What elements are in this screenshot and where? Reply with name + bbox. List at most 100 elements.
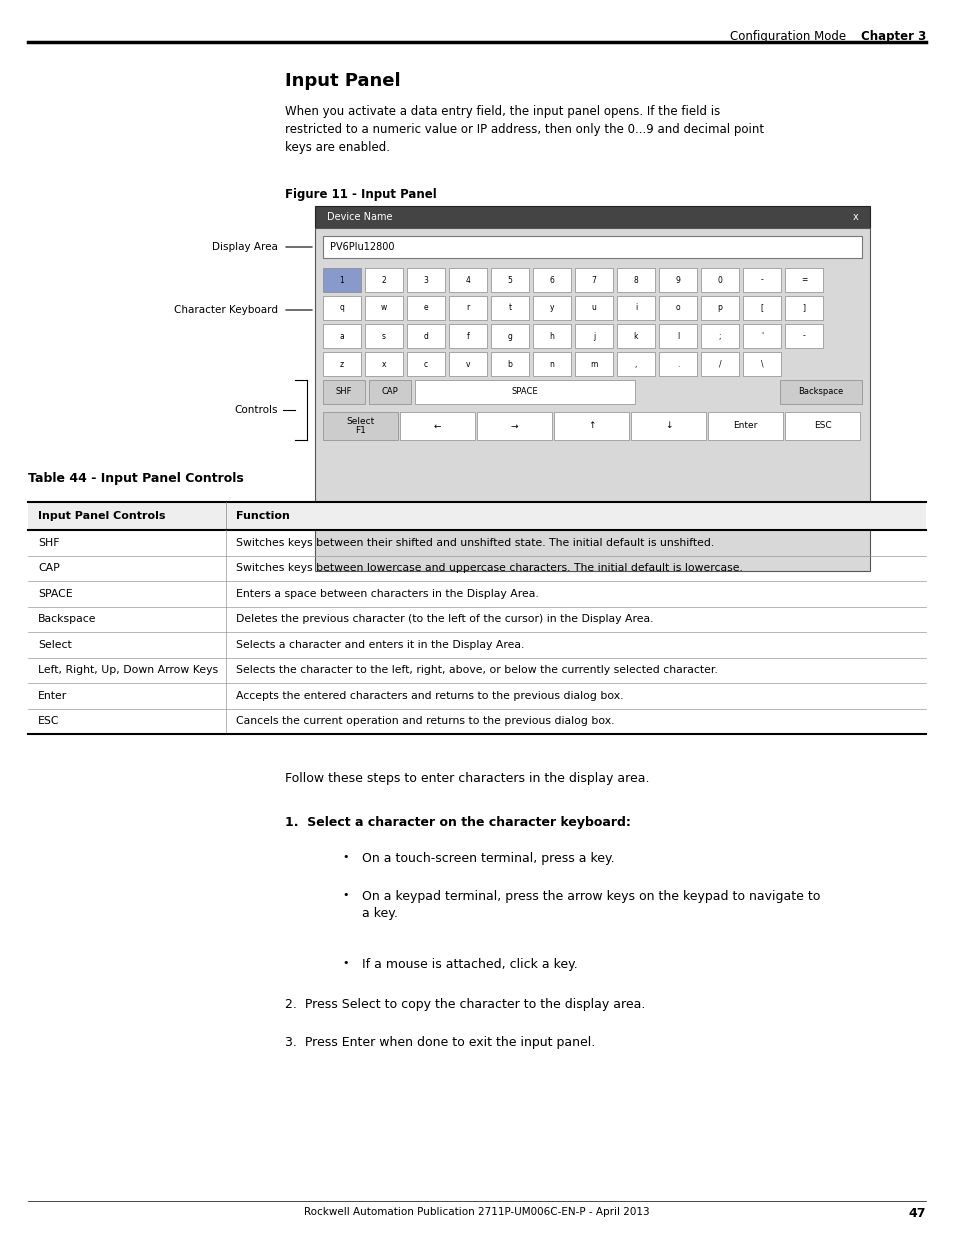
Text: 2.  Press Select to copy the character to the display area.: 2. Press Select to copy the character to… — [285, 998, 644, 1011]
Text: ↓: ↓ — [664, 421, 672, 431]
Text: 8: 8 — [633, 275, 638, 284]
Bar — [314, 206, 869, 228]
Text: h: h — [549, 331, 554, 341]
Text: •: • — [341, 958, 348, 968]
Text: On a keypad terminal, press the arrow keys on the keypad to navigate to
a key.: On a keypad terminal, press the arrow ke… — [361, 890, 820, 920]
Bar — [491, 352, 529, 375]
Text: ESC: ESC — [38, 716, 59, 726]
Bar — [323, 380, 365, 404]
Text: Selects a character and enters it in the Display Area.: Selects a character and enters it in the… — [235, 640, 524, 650]
Text: t: t — [508, 304, 511, 312]
Text: Follow these steps to enter characters in the display area.: Follow these steps to enter characters i… — [285, 772, 649, 785]
Bar — [784, 268, 822, 291]
Text: 5: 5 — [507, 275, 512, 284]
Bar — [617, 324, 655, 348]
Text: o: o — [675, 304, 679, 312]
Text: r: r — [466, 304, 469, 312]
Text: Input Panel: Input Panel — [285, 72, 400, 90]
Text: 4: 4 — [465, 275, 470, 284]
Text: e: e — [423, 304, 428, 312]
Bar — [323, 268, 360, 291]
Text: →: → — [510, 421, 517, 431]
Text: i: i — [634, 304, 637, 312]
Bar — [700, 268, 739, 291]
Text: ←: ← — [434, 421, 441, 431]
Text: ': ' — [760, 331, 762, 341]
Text: Backspace: Backspace — [38, 614, 96, 624]
Text: ]: ] — [801, 304, 804, 312]
Text: n: n — [549, 359, 554, 368]
Bar — [365, 352, 402, 375]
Text: 2: 2 — [381, 275, 386, 284]
Bar — [399, 412, 475, 440]
Text: m: m — [590, 359, 598, 368]
Bar — [449, 296, 486, 320]
Text: Device Name: Device Name — [327, 212, 392, 222]
Text: Select
F1: Select F1 — [346, 416, 375, 436]
Bar — [575, 324, 613, 348]
Text: Input Panel Controls: Input Panel Controls — [38, 511, 165, 521]
Text: Switches keys between lowercase and uppercase characters. The initial default is: Switches keys between lowercase and uppe… — [235, 563, 742, 573]
Text: x: x — [381, 359, 386, 368]
Bar — [407, 324, 444, 348]
Text: s: s — [381, 331, 386, 341]
Text: PV6Plu12800: PV6Plu12800 — [330, 242, 395, 252]
Bar — [491, 268, 529, 291]
Bar — [323, 236, 862, 258]
Text: 1: 1 — [339, 275, 344, 284]
Bar — [476, 412, 552, 440]
Text: Display Area: Display Area — [212, 242, 277, 252]
Bar — [369, 380, 411, 404]
Bar — [617, 268, 655, 291]
Text: Accepts the entered characters and returns to the previous dialog box.: Accepts the entered characters and retur… — [235, 690, 623, 700]
Text: ESC: ESC — [813, 421, 830, 431]
Text: 47: 47 — [907, 1207, 925, 1220]
Text: /: / — [718, 359, 720, 368]
Text: Switches keys between their shifted and unshifted state. The initial default is : Switches keys between their shifted and … — [235, 537, 714, 548]
Text: 6: 6 — [549, 275, 554, 284]
Bar — [407, 352, 444, 375]
Bar — [784, 296, 822, 320]
Bar — [659, 352, 697, 375]
Text: SHF: SHF — [335, 388, 352, 396]
Text: q: q — [339, 304, 344, 312]
Text: Enter: Enter — [733, 421, 757, 431]
Text: 7: 7 — [591, 275, 596, 284]
Text: •: • — [341, 852, 348, 862]
Text: =: = — [800, 275, 806, 284]
Text: Deletes the previous character (to the left of the cursor) in the Display Area.: Deletes the previous character (to the l… — [235, 614, 653, 624]
Text: j: j — [592, 331, 595, 341]
Bar — [700, 324, 739, 348]
Bar — [700, 352, 739, 375]
Bar — [491, 324, 529, 348]
Text: Character Keyboard: Character Keyboard — [173, 305, 277, 315]
Bar — [575, 296, 613, 320]
Bar — [407, 296, 444, 320]
Text: If a mouse is attached, click a key.: If a mouse is attached, click a key. — [361, 958, 578, 971]
Text: Function: Function — [235, 511, 290, 521]
Text: 3: 3 — [423, 275, 428, 284]
Text: b: b — [507, 359, 512, 368]
Bar — [742, 352, 781, 375]
Text: Enter: Enter — [38, 690, 67, 700]
Bar — [659, 324, 697, 348]
Text: v: v — [465, 359, 470, 368]
Text: [: [ — [760, 304, 762, 312]
Text: Left, Right, Up, Down Arrow Keys: Left, Right, Up, Down Arrow Keys — [38, 666, 218, 676]
Text: p: p — [717, 304, 721, 312]
Bar — [784, 412, 859, 440]
Text: .: . — [676, 359, 679, 368]
Text: Table 44 - Input Panel Controls: Table 44 - Input Panel Controls — [28, 472, 244, 485]
Text: a: a — [339, 331, 344, 341]
Bar — [323, 412, 397, 440]
Bar — [575, 352, 613, 375]
Text: x: x — [851, 212, 857, 222]
Text: 9: 9 — [675, 275, 679, 284]
Bar — [533, 324, 571, 348]
Text: SHF: SHF — [38, 537, 59, 548]
Text: On a touch-screen terminal, press a key.: On a touch-screen terminal, press a key. — [361, 852, 614, 864]
Text: l: l — [677, 331, 679, 341]
Text: Cancels the current operation and returns to the previous dialog box.: Cancels the current operation and return… — [235, 716, 614, 726]
Text: z: z — [339, 359, 344, 368]
Bar — [449, 268, 486, 291]
